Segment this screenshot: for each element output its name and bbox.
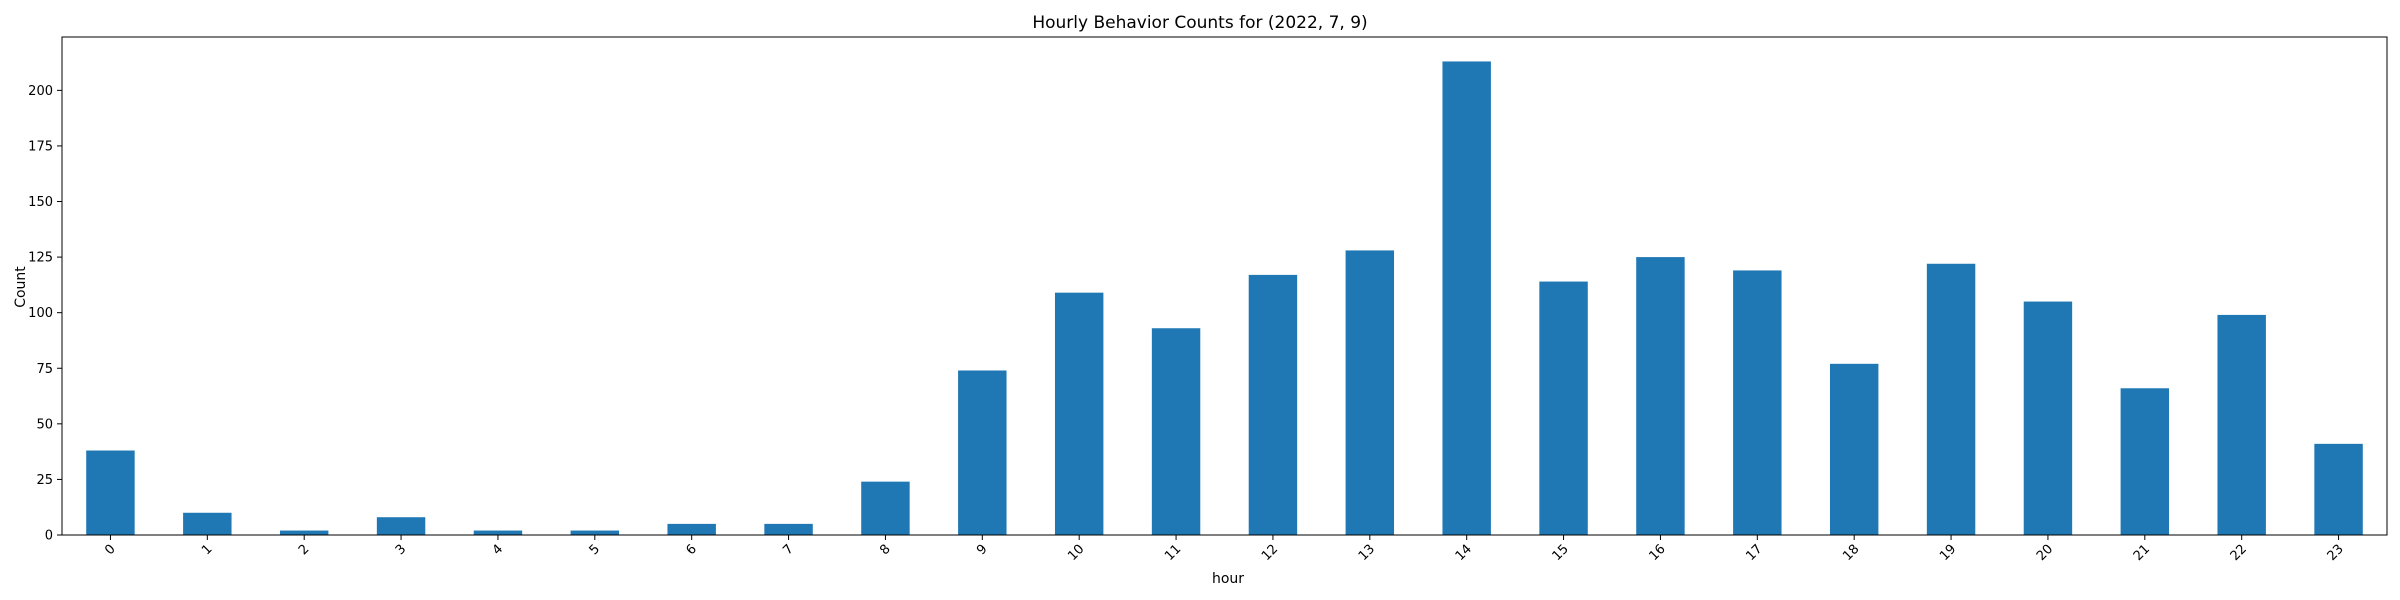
bar-hour-9 bbox=[958, 370, 1007, 535]
x-tick-label: 2 bbox=[296, 542, 312, 558]
x-axis: 0 1 2 3 4 5 6 7 8 9 10 11 12 13 14 15 16 17 18 19 20 21 22 23 bbox=[102, 535, 2347, 564]
x-tick-label: 1 bbox=[199, 542, 215, 558]
x-tick-label: 10 bbox=[1065, 542, 1087, 564]
bar-hour-8 bbox=[861, 481, 910, 535]
x-tick-label: 17 bbox=[1743, 542, 1765, 564]
bar-hour-11 bbox=[1151, 328, 1201, 535]
bar-hour-0 bbox=[86, 450, 135, 535]
x-tick-label: 14 bbox=[1453, 542, 1475, 564]
bar-hour-3 bbox=[376, 517, 426, 535]
x-tick-label: 5 bbox=[587, 542, 603, 558]
x-tick-label: 19 bbox=[1937, 542, 1959, 564]
y-tick-label: 100 bbox=[28, 306, 53, 321]
x-tick-label: 7 bbox=[780, 542, 796, 558]
x-tick-label: 22 bbox=[2228, 542, 2250, 564]
chart-title: Hourly Behavior Counts for (2022, 7, 9) bbox=[1032, 13, 1367, 33]
bar-hour-18 bbox=[1829, 363, 1879, 535]
bar-hour-13 bbox=[1345, 250, 1395, 535]
y-tick-label: 175 bbox=[28, 139, 53, 154]
y-tick-label: 150 bbox=[28, 195, 53, 210]
x-tick-label: 9 bbox=[974, 542, 990, 558]
x-tick-label: 4 bbox=[490, 542, 506, 558]
y-tick-label: 200 bbox=[28, 84, 53, 99]
y-axis: 0 25 50 75 100 125 150 175 200 bbox=[28, 84, 62, 544]
x-tick-label: 23 bbox=[2325, 542, 2347, 564]
bar-hour-6 bbox=[667, 523, 716, 535]
bars bbox=[86, 61, 2363, 536]
y-tick-label: 50 bbox=[36, 417, 53, 432]
bar-hour-19 bbox=[1926, 263, 1976, 535]
bar-hour-2 bbox=[279, 530, 329, 535]
bar-hour-16 bbox=[1636, 257, 1685, 535]
x-tick-label: 21 bbox=[2131, 542, 2153, 564]
bar-hour-21 bbox=[2120, 388, 2170, 535]
bar-hour-5 bbox=[570, 530, 620, 535]
bar-hour-20 bbox=[2023, 301, 2073, 535]
y-tick-label: 125 bbox=[28, 251, 53, 266]
x-tick-label: 8 bbox=[877, 542, 893, 558]
y-tick-label: 0 bbox=[45, 529, 53, 544]
x-tick-label: 12 bbox=[1259, 542, 1281, 564]
bar-hour-1 bbox=[183, 512, 232, 535]
bar-hour-15 bbox=[1539, 281, 1588, 535]
bar-hour-4 bbox=[473, 530, 523, 535]
y-axis-label: Count bbox=[13, 266, 29, 308]
x-tick-label: 15 bbox=[1550, 542, 1572, 564]
x-tick-label: 20 bbox=[2034, 542, 2056, 564]
x-tick-label: 13 bbox=[1356, 542, 1378, 564]
x-tick-label: 16 bbox=[1646, 542, 1668, 564]
bar-hour-10 bbox=[1054, 292, 1104, 535]
x-axis-label: hour bbox=[1212, 571, 1244, 587]
bar-hour-22 bbox=[2217, 314, 2266, 535]
plot-frame bbox=[61, 36, 2388, 536]
bar-hour-12 bbox=[1248, 274, 1298, 535]
bar-hour-14 bbox=[1442, 61, 1491, 536]
bar-hour-7 bbox=[764, 523, 813, 535]
x-tick-label: 18 bbox=[1840, 542, 1862, 564]
x-tick-label: 3 bbox=[393, 542, 409, 558]
x-tick-label: 6 bbox=[684, 542, 700, 558]
y-tick-label: 25 bbox=[36, 473, 53, 488]
bar-hour-23 bbox=[2314, 443, 2363, 535]
x-tick-label: 0 bbox=[102, 542, 118, 558]
bar-hour-17 bbox=[1733, 270, 1782, 535]
y-tick-label: 75 bbox=[36, 362, 53, 377]
x-tick-label: 11 bbox=[1162, 542, 1184, 564]
